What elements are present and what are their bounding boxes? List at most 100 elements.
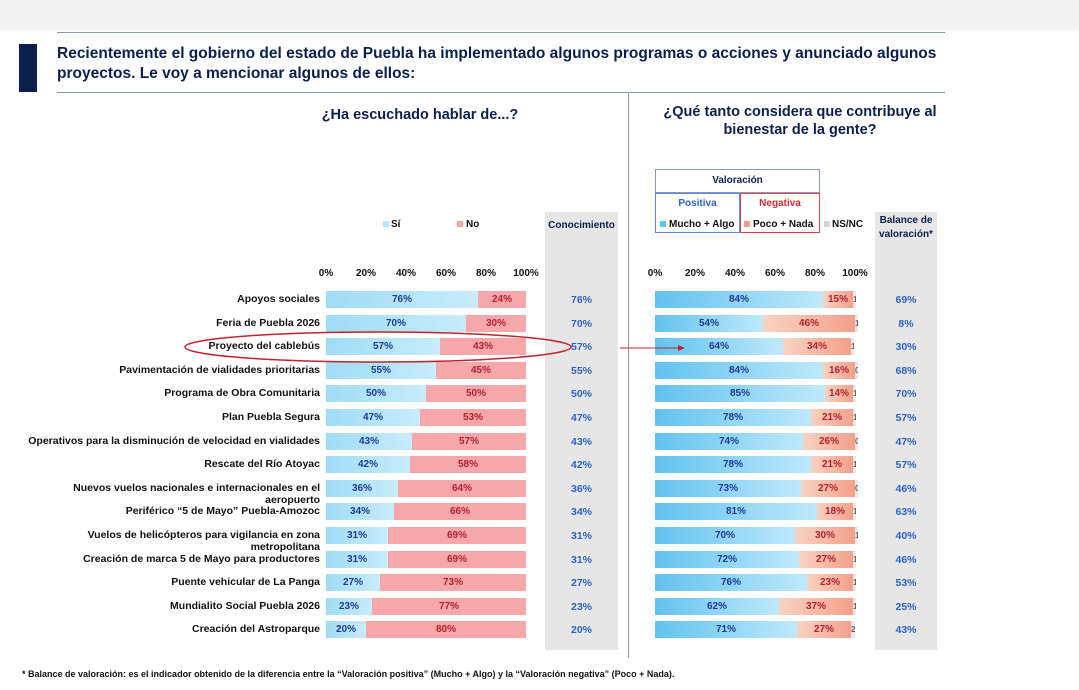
bar-no: 30% (466, 314, 526, 332)
bar-negativa: 21% (811, 456, 853, 474)
legend-poco-label: Poco + Nada (753, 219, 814, 230)
legend-mucho-label: Mucho + Algo (669, 219, 735, 230)
bar-nsnc: 0% (855, 479, 858, 497)
conocimiento-value: 76% (570, 294, 592, 306)
bar-no: 73% (380, 574, 526, 592)
category-label: Periférico “5 de Mayo” Puebla-Amozoc (125, 505, 320, 518)
legend-poco-swatch (744, 221, 750, 227)
bar-nsnc: 1% (853, 385, 856, 403)
conocimiento-value: 47% (570, 412, 592, 424)
balance-value: 57% (895, 412, 917, 424)
bar-positiva: 54% (655, 314, 763, 332)
balance-value: 63% (895, 506, 917, 519)
bar-positiva: 71% (655, 621, 797, 639)
bar-si: 42% (326, 456, 410, 474)
category-label: Operativos para la disminución de veloci… (28, 434, 320, 447)
balance-value: 43% (895, 624, 917, 637)
bar-no: 57% (412, 432, 526, 450)
positiva-label: Positiva (678, 198, 717, 209)
conocimiento-value: 70% (570, 317, 592, 330)
question-right: ¿Qué tanto considera que contribuye al b… (663, 104, 937, 138)
category-label: Puente vehicular de La Panga (171, 576, 320, 589)
bar-no: 50% (426, 385, 526, 403)
tick-label-left: 0% (318, 268, 334, 279)
bar-si: 31% (326, 550, 388, 568)
panel-divider (628, 93, 629, 658)
top-divider (57, 32, 945, 33)
bar-positiva: 78% (655, 456, 811, 474)
bar-no: 80% (366, 621, 526, 639)
tick-label-left: 40% (395, 268, 416, 279)
category-label: Vuelos de helicópteros para vigilancia e… (87, 529, 320, 553)
conocimiento-value: 57% (570, 341, 592, 354)
bar-si: 31% (326, 527, 388, 544)
bar-si: 55% (326, 361, 436, 379)
bar-si: 57% (326, 338, 440, 356)
conocimiento-value: 20% (570, 624, 592, 637)
bar-negativa: 27% (801, 479, 855, 497)
bar-positiva: 84% (655, 361, 823, 379)
bar-negativa: 18% (817, 503, 853, 521)
bar-nsnc: 1% (855, 527, 858, 544)
bar-no: 77% (372, 597, 526, 615)
bar-si: 23% (326, 597, 372, 615)
category-label: Mundialito Social Puebla 2026 (170, 599, 320, 612)
bar-nsnc: 1% (853, 456, 856, 474)
bar-si: 27% (326, 574, 380, 592)
title-accent-bar (19, 44, 37, 92)
highlight-ellipse (184, 331, 572, 363)
balance-value: 46% (895, 553, 917, 566)
tick-label-right: 0% (647, 268, 663, 279)
positiva-box (655, 193, 740, 233)
bar-negativa: 27% (799, 550, 853, 568)
bar-positiva: 62% (655, 597, 779, 615)
bar-positiva: 84% (655, 291, 823, 308)
bar-nsnc: 1% (851, 338, 854, 356)
bar-positiva: 85% (655, 385, 825, 403)
conocimiento-column-bg (545, 212, 618, 650)
bar-nsnc: 1% (853, 550, 856, 568)
bar-no: 64% (398, 479, 526, 497)
negativa-label: Negativa (759, 198, 801, 209)
bar-nsnc: 1% (853, 291, 856, 308)
bar-negativa: 30% (795, 527, 855, 544)
balance-value: 69% (895, 294, 917, 306)
balance-header: Balance de valoración* (879, 215, 933, 240)
bar-negativa: 21% (811, 409, 853, 426)
bar-negativa: 46% (763, 314, 855, 332)
conocimiento-value: 23% (570, 600, 592, 613)
bar-positiva: 70% (655, 527, 795, 544)
category-label: Feria de Puebla 2026 (216, 316, 320, 329)
tick-label-left: 80% (475, 268, 496, 279)
category-label: Creación del Astroparque (192, 623, 320, 636)
bar-nsnc: 0% (855, 432, 858, 450)
bar-si: 76% (326, 291, 478, 308)
conocimiento-value: 36% (570, 482, 592, 495)
conocimiento-value: 55% (570, 364, 592, 377)
legend-no-swatch (457, 221, 463, 227)
category-label: Pavimentación de vialidades prioritarias (119, 363, 320, 376)
bar-si: 36% (326, 479, 398, 497)
bar-no: 58% (410, 456, 526, 474)
tick-label-right: 40% (724, 268, 745, 279)
conocimiento-value: 42% (570, 459, 592, 472)
legend-si-swatch (383, 221, 389, 227)
bar-nsnc: 1% (853, 597, 856, 615)
bar-negativa: 23% (807, 574, 853, 592)
bar-no: 45% (436, 361, 526, 379)
bar-si: 43% (326, 432, 412, 450)
title-divider (57, 92, 945, 93)
bar-nsnc: 2% (851, 621, 855, 639)
conocimiento-value: 31% (570, 553, 592, 566)
bar-positiva: 74% (655, 432, 803, 450)
bar-nsnc: 1% (853, 574, 856, 592)
balance-value: 25% (895, 600, 917, 613)
conocimiento-value: 50% (570, 388, 592, 401)
bar-negativa: 34% (783, 338, 851, 356)
bar-negativa: 15% (823, 291, 853, 308)
category-label: Nuevos vuelos nacionales e internacional… (73, 481, 320, 506)
bar-positiva: 72% (655, 550, 799, 568)
balance-value: 57% (895, 459, 917, 472)
tick-label-right: 20% (684, 268, 705, 279)
category-label: Proyecto del cablebús (208, 340, 320, 353)
